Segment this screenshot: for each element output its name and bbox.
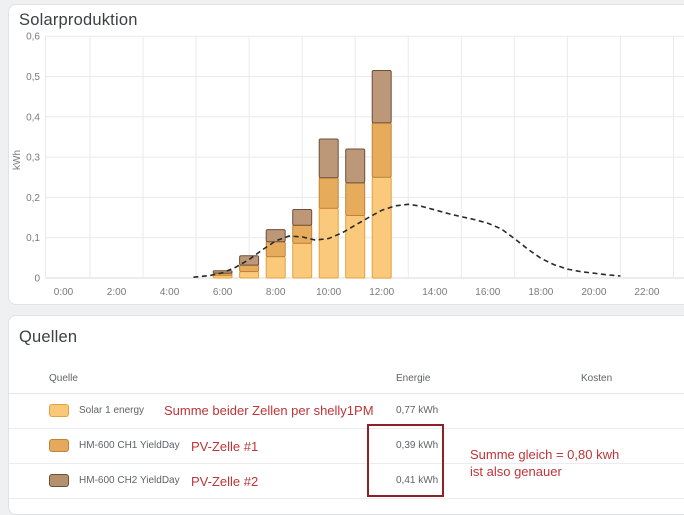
table-header: Quelle Energie Kosten xyxy=(9,366,684,394)
bar-segment-ch2[interactable] xyxy=(318,138,339,179)
annotation-sum-line1: Summe gleich = 0,80 kwh xyxy=(470,447,620,462)
bar-segment-ch2[interactable] xyxy=(292,209,313,226)
bar-segment-ch1[interactable] xyxy=(371,122,392,178)
table-row[interactable]: Solar 1 energy Summe beider Zellen per s… xyxy=(9,393,684,429)
bar-segment-ch1[interactable] xyxy=(265,241,286,258)
column-header-source: Quelle xyxy=(49,373,78,384)
column-header-cost: Kosten xyxy=(581,373,613,384)
bar-segment-ch1[interactable] xyxy=(318,177,339,209)
column-header-energy: Energie xyxy=(396,373,431,384)
handwritten-annotation: Summe beider Zellen per shelly1PM xyxy=(164,403,374,418)
bar-segment-ch1[interactable] xyxy=(292,224,313,244)
bar-segment-solar1[interactable] xyxy=(292,242,313,279)
x-tick-label: 0:00 xyxy=(54,287,74,298)
source-name: Solar 1 energy xyxy=(79,405,145,416)
bar-segment-ch1[interactable] xyxy=(239,264,260,273)
x-tick-label: 20:00 xyxy=(581,287,606,298)
x-tick-label: 14:00 xyxy=(422,287,447,298)
x-tick-label: 8:00 xyxy=(266,287,286,298)
energy-value: 0,77 kWh xyxy=(396,405,439,416)
annotation-sum-note: Summe gleich = 0,80 kwh ist also genauer xyxy=(470,446,619,480)
dashed-total-line xyxy=(193,203,621,278)
y-tick-label: 0,5 xyxy=(26,72,40,83)
y-axis-label: kWh xyxy=(12,150,23,170)
bar-segment-ch2[interactable] xyxy=(345,148,366,184)
handwritten-annotation: PV-Zelle #1 xyxy=(191,439,259,454)
x-tick-label: 10:00 xyxy=(316,287,341,298)
series-swatch xyxy=(49,404,69,417)
y-tick-label: 0,2 xyxy=(26,193,40,204)
y-tick-label: 0,3 xyxy=(26,153,40,164)
bar-segment-ch1[interactable] xyxy=(345,182,366,216)
y-tick-label: 0,6 xyxy=(26,32,40,43)
bar-segment-solar1[interactable] xyxy=(239,271,260,279)
y-tick-label: 0,4 xyxy=(26,112,40,123)
energy-value: 0,39 kWh xyxy=(396,440,439,451)
y-tick-label: 0,1 xyxy=(26,233,40,244)
x-tick-label: 18:00 xyxy=(528,287,553,298)
bar-segment-ch2[interactable] xyxy=(371,70,392,124)
solar-production-chart[interactable]: 0 0,1 0,2 0,3 0,4 0,5 0,6 0:00 2:00 4:00 6:00 8:00 1… xyxy=(0,0,684,312)
bar-segment-solar1[interactable] xyxy=(345,215,366,279)
energy-value: 0,41 kWh xyxy=(396,475,439,486)
x-tick-label: 6:00 xyxy=(213,287,233,298)
bar-segment-ch2[interactable] xyxy=(265,229,286,243)
table-row[interactable]: HM-600 CH1 YieldDay PV-Zelle #1 0,39 kWh xyxy=(9,428,684,464)
sources-card: Quellen Quelle Energie Kosten Solar 1 en… xyxy=(8,315,684,515)
x-tick-label: 4:00 xyxy=(160,287,180,298)
series-swatch xyxy=(49,439,69,452)
source-name: HM-600 CH1 YieldDay xyxy=(79,440,180,451)
annotation-sum-line2: ist also genauer xyxy=(470,464,562,479)
x-tick-label: 2:00 xyxy=(107,287,127,298)
x-tick-label: 16:00 xyxy=(475,287,500,298)
y-tick-label: 0 xyxy=(34,274,40,285)
handwritten-annotation: PV-Zelle #2 xyxy=(191,474,259,489)
table-row[interactable]: HM-600 CH2 YieldDay PV-Zelle #2 0,41 kWh xyxy=(9,463,684,499)
x-tick-label: 22:00 xyxy=(634,287,659,298)
bar-segment-solar1[interactable] xyxy=(318,207,339,279)
series-swatch xyxy=(49,474,69,487)
sources-title: Quellen xyxy=(19,328,78,346)
source-name: HM-600 CH2 YieldDay xyxy=(79,475,180,486)
bar-segment-solar1[interactable] xyxy=(371,176,392,279)
x-tick-label: 12:00 xyxy=(369,287,394,298)
bar-segment-solar1[interactable] xyxy=(265,256,286,279)
chart-title: Solarproduktion xyxy=(19,11,138,29)
annotation-highlight-box xyxy=(367,424,444,497)
